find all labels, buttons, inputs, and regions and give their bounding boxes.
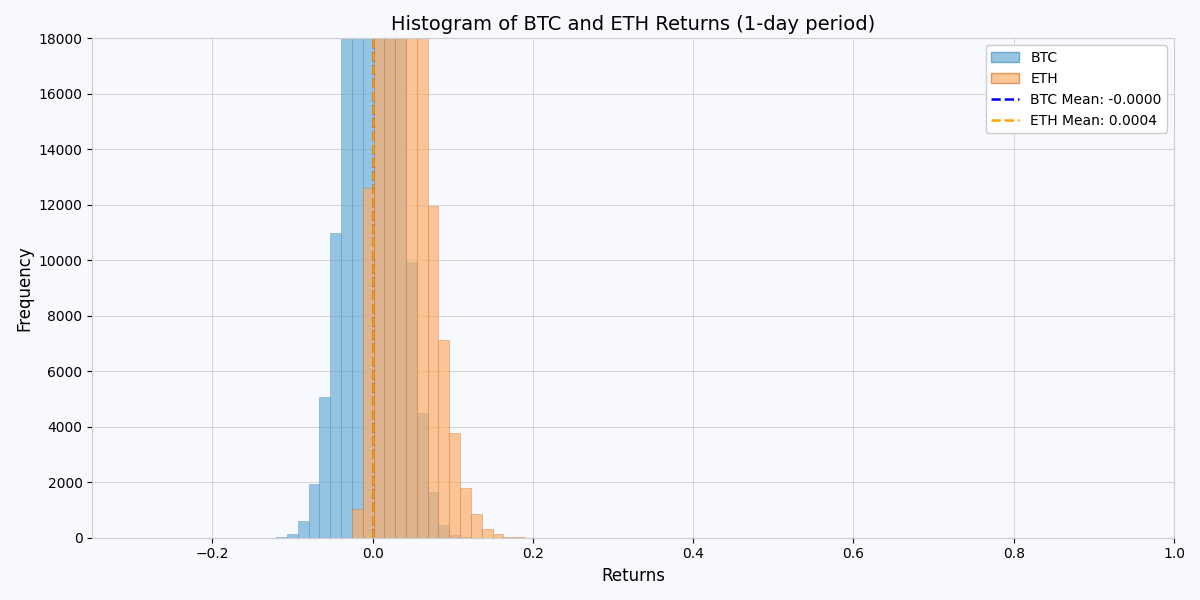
Bar bbox=[492, 534, 503, 538]
ETH Mean: 0.0004: (0.0004, 0): 0.0004: (0.0004, 0) bbox=[366, 534, 380, 541]
X-axis label: Returns: Returns bbox=[601, 567, 665, 585]
Bar bbox=[330, 233, 341, 538]
ETH Mean: 0.0004: (0.0004, 1): 0.0004: (0.0004, 1) bbox=[366, 534, 380, 541]
Bar bbox=[384, 0, 395, 538]
Bar bbox=[298, 521, 308, 538]
Bar bbox=[427, 493, 438, 538]
Y-axis label: Frequency: Frequency bbox=[14, 245, 32, 331]
Bar bbox=[276, 537, 287, 538]
Bar bbox=[373, 0, 384, 538]
Bar bbox=[460, 488, 470, 538]
Bar bbox=[395, 24, 406, 538]
Bar bbox=[406, 0, 416, 538]
Bar bbox=[352, 0, 362, 538]
Bar bbox=[287, 534, 298, 538]
Bar bbox=[416, 413, 427, 538]
Bar bbox=[308, 484, 319, 538]
Bar bbox=[416, 8, 427, 538]
Bar bbox=[449, 535, 460, 538]
Bar bbox=[406, 262, 416, 538]
Legend: BTC, ETH, BTC Mean: -0.0000, ETH Mean: 0.0004: BTC, ETH, BTC Mean: -0.0000, ETH Mean: 0… bbox=[985, 45, 1168, 133]
Bar bbox=[503, 537, 514, 538]
Bar bbox=[395, 0, 406, 538]
Bar bbox=[341, 0, 352, 538]
Bar bbox=[449, 433, 460, 538]
Bar bbox=[481, 529, 492, 538]
Bar bbox=[438, 340, 449, 538]
Bar bbox=[319, 397, 330, 538]
Bar bbox=[362, 188, 373, 538]
Bar bbox=[470, 514, 481, 538]
Bar bbox=[362, 0, 373, 538]
Title: Histogram of BTC and ETH Returns (1-day period): Histogram of BTC and ETH Returns (1-day … bbox=[391, 15, 875, 34]
Bar bbox=[438, 525, 449, 538]
Bar bbox=[384, 0, 395, 538]
BTC Mean: -0.0000: (-1e-05, 1): -0.0000: (-1e-05, 1) bbox=[366, 534, 380, 541]
Bar bbox=[352, 509, 362, 538]
BTC Mean: -0.0000: (-1e-05, 0): -0.0000: (-1e-05, 0) bbox=[366, 534, 380, 541]
Bar bbox=[373, 0, 384, 538]
Bar bbox=[427, 206, 438, 538]
